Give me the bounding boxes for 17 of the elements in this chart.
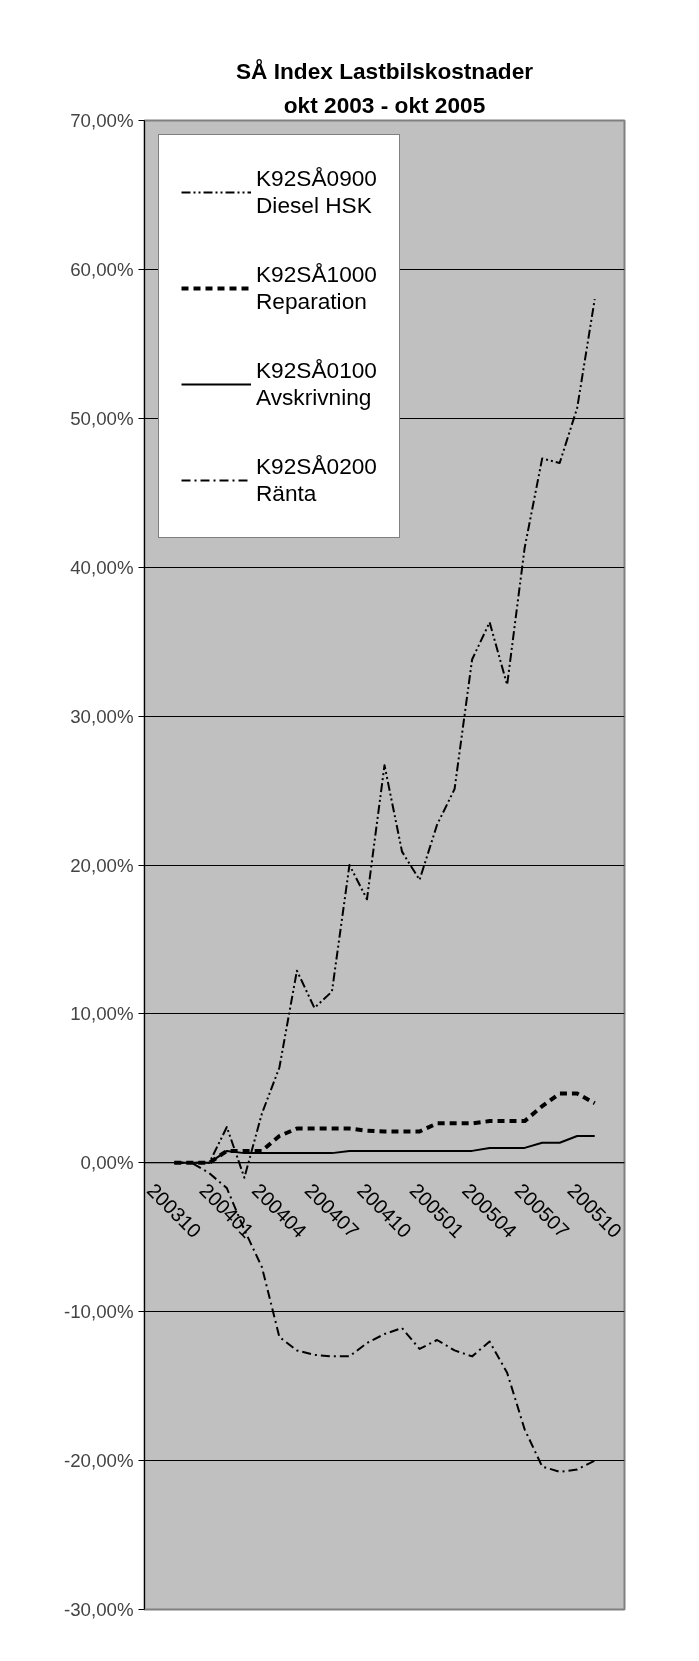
- y-tick-label: 40,00%: [70, 556, 134, 578]
- y-tick-label: 20,00%: [70, 854, 134, 876]
- y-tick-label: 60,00%: [70, 258, 134, 280]
- legend-label: K92SÅ0200 Ränta: [256, 452, 377, 508]
- chart-subtitle: okt 2003 - okt 2005: [283, 91, 486, 118]
- y-tick-label: -10,00%: [64, 1301, 134, 1323]
- y-tick-label: 50,00%: [70, 407, 134, 429]
- y-tick-label: 70,00%: [70, 110, 134, 131]
- legend-label: K92SÅ0900 Diesel HSK: [256, 164, 377, 220]
- legend-label: K92SÅ1000 Reparation: [256, 260, 377, 316]
- y-tick-label: 30,00%: [70, 705, 134, 727]
- legend-label: K92SÅ0100 Avskrivning: [256, 356, 377, 412]
- y-tick-label: -30,00%: [64, 1599, 134, 1620]
- y-tick-label: 0,00%: [80, 1152, 134, 1174]
- y-tick-label: 10,00%: [70, 1003, 134, 1025]
- y-tick-label: -20,00%: [64, 1450, 134, 1472]
- chart-title: SÅ Index Lastbilskostnader: [235, 57, 534, 84]
